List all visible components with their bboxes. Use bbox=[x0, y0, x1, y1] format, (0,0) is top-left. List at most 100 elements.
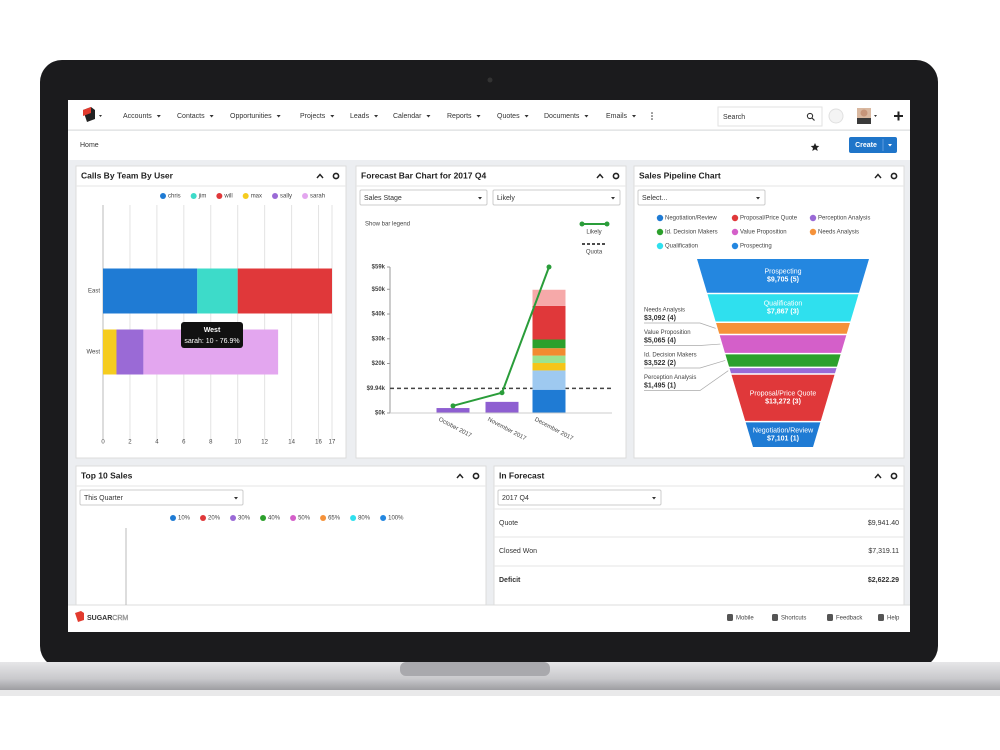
nav-item[interactable]: Documents bbox=[544, 113, 580, 120]
footer-logo-suffix: CRM bbox=[112, 615, 128, 622]
dashlet-title: In Forecast bbox=[499, 470, 545, 480]
legend-swatch bbox=[656, 228, 664, 236]
dropdown[interactable] bbox=[637, 189, 766, 206]
collapse-icon[interactable] bbox=[596, 173, 604, 179]
bar-segment bbox=[532, 348, 566, 356]
legend-swatch bbox=[731, 228, 739, 236]
legend-swatch bbox=[260, 515, 267, 521]
search-placeholder: Search bbox=[723, 114, 745, 121]
legend-label: Negotiation/Review bbox=[665, 216, 717, 222]
funnel-value: $13,272 (3) bbox=[765, 399, 801, 406]
search-box[interactable] bbox=[717, 106, 823, 127]
page-title: Home bbox=[80, 142, 99, 149]
legend-label: Perception Analysis bbox=[818, 216, 870, 222]
funnel-label: Needs Analysis bbox=[644, 308, 685, 314]
create-caret bbox=[888, 144, 892, 147]
nav-item[interactable]: Quotes bbox=[497, 113, 520, 120]
avatar[interactable] bbox=[857, 108, 877, 124]
dropdown[interactable] bbox=[79, 489, 244, 506]
legend-label: Id. Decision Makers bbox=[665, 230, 718, 236]
legend-label: max bbox=[251, 194, 262, 200]
bar-segment bbox=[197, 268, 238, 314]
bar-segment bbox=[532, 339, 566, 349]
likely-point bbox=[450, 403, 456, 409]
legend-label: 30% bbox=[238, 516, 251, 522]
legend-swatch bbox=[320, 515, 327, 521]
tooltip-text: sarah: 10 - 76.9% bbox=[184, 338, 239, 345]
legend-label: 10% bbox=[178, 516, 191, 522]
footer-link[interactable]: Shortcuts bbox=[781, 616, 806, 622]
dashlet bbox=[355, 165, 627, 459]
legend-label: Value Proposition bbox=[740, 230, 787, 236]
legend-label: 80% bbox=[358, 516, 371, 522]
collapse-icon[interactable] bbox=[456, 473, 464, 479]
dropdown[interactable] bbox=[359, 189, 488, 206]
bar-legend-toggle[interactable]: Show bar legend bbox=[365, 222, 410, 228]
legend-label: 40% bbox=[268, 516, 281, 522]
footer-link[interactable]: Help bbox=[887, 616, 900, 622]
more-dot bbox=[651, 118, 653, 120]
dropdown[interactable] bbox=[492, 189, 621, 206]
settings-icon[interactable] bbox=[890, 472, 898, 480]
footer-link[interactable]: Feedback bbox=[836, 616, 863, 622]
create-button[interactable] bbox=[849, 137, 897, 153]
funnel-segment bbox=[697, 259, 869, 293]
legend-dot bbox=[579, 221, 585, 227]
funnel-value: $3,092 (4) bbox=[644, 315, 676, 322]
bar-segment bbox=[532, 289, 566, 306]
y-tick-label: $50k bbox=[372, 287, 386, 293]
legend-swatch bbox=[809, 228, 817, 236]
legend-swatch bbox=[200, 515, 207, 521]
settings-icon[interactable] bbox=[472, 472, 480, 480]
collapse-icon[interactable] bbox=[316, 173, 324, 179]
funnel-value: $7,101 (1) bbox=[767, 436, 799, 443]
dropdown-value: Likely bbox=[497, 195, 515, 202]
caret bbox=[476, 115, 481, 118]
caret bbox=[276, 115, 281, 118]
row-label: Closed Won bbox=[499, 548, 537, 555]
funnel-value: $7,867 (3) bbox=[767, 309, 799, 316]
footer-logo: SUGAR bbox=[87, 615, 112, 622]
search-icon bbox=[806, 112, 815, 121]
nav-item[interactable]: Projects bbox=[300, 113, 326, 120]
caret bbox=[330, 115, 335, 118]
collapse-icon[interactable] bbox=[874, 473, 882, 479]
nav-item[interactable]: Opportunities bbox=[230, 113, 272, 120]
nav-item[interactable]: Emails bbox=[606, 113, 628, 120]
bar-segment bbox=[532, 355, 566, 364]
footer-icon bbox=[878, 614, 884, 621]
settings-icon[interactable] bbox=[332, 172, 340, 180]
favorite-star[interactable] bbox=[810, 143, 820, 151]
x-tick-label: 17 bbox=[329, 440, 336, 446]
legend-label: 20% bbox=[208, 516, 221, 522]
add-button[interactable] bbox=[894, 111, 903, 121]
nav-item[interactable]: Contacts bbox=[177, 113, 205, 120]
settings-icon[interactable] bbox=[612, 172, 620, 180]
footer-icon bbox=[772, 614, 778, 621]
create-label[interactable]: Create bbox=[855, 142, 877, 149]
nav-item[interactable]: Accounts bbox=[123, 113, 152, 120]
row-label: Deficit bbox=[499, 577, 521, 584]
collapse-icon[interactable] bbox=[874, 173, 882, 179]
footer-link[interactable]: Mobile bbox=[736, 616, 754, 622]
x-tick-label: 6 bbox=[182, 440, 186, 446]
legend-label: Proposal/Price Quote bbox=[740, 216, 798, 222]
funnel-label: Value Proposition bbox=[644, 330, 691, 336]
settings-icon[interactable] bbox=[890, 172, 898, 180]
funnel-label: Perception Analysis bbox=[644, 375, 696, 381]
legend-swatch bbox=[380, 515, 387, 521]
legend-swatch bbox=[216, 193, 223, 199]
x-tick-label: 0 bbox=[101, 440, 105, 446]
nav-item[interactable]: Reports bbox=[447, 113, 472, 120]
notification[interactable] bbox=[828, 108, 844, 124]
funnel-label: Proposal/Price Quote bbox=[750, 391, 817, 398]
bar-segment bbox=[103, 329, 117, 375]
y-tick-label: East bbox=[88, 289, 100, 295]
y-tick-label: $0k bbox=[375, 411, 386, 417]
nav-item[interactable]: Leads bbox=[350, 113, 370, 120]
dropdown[interactable] bbox=[497, 489, 662, 506]
caret bbox=[652, 497, 656, 500]
logo-icon bbox=[83, 107, 102, 122]
nav-item[interactable]: Calendar bbox=[393, 113, 422, 120]
